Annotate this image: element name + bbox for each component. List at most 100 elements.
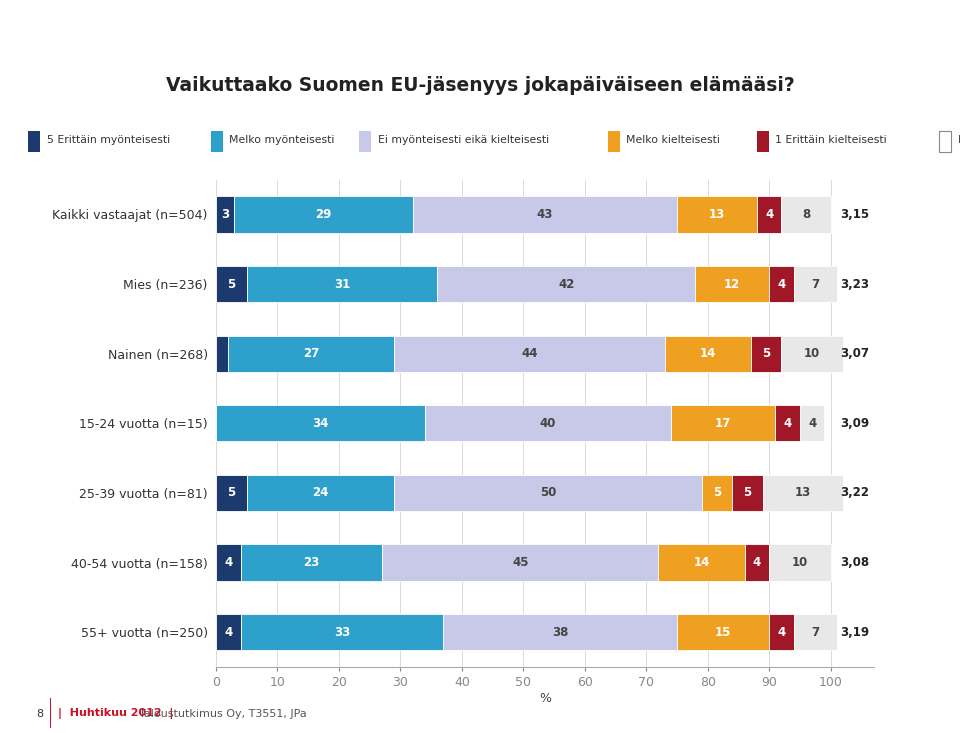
- Text: 3,08: 3,08: [840, 556, 869, 569]
- Bar: [216, 545, 241, 581]
- Bar: [781, 196, 830, 232]
- Text: 4: 4: [808, 417, 816, 430]
- Text: 5: 5: [228, 487, 235, 499]
- Text: 4: 4: [778, 626, 785, 638]
- Bar: [756, 196, 781, 232]
- Text: 23: 23: [303, 556, 320, 569]
- Text: Melko kielteisesti: Melko kielteisesti: [626, 135, 720, 145]
- Text: 13: 13: [795, 487, 811, 499]
- X-axis label: %: %: [539, 692, 551, 705]
- Bar: [776, 405, 800, 441]
- Bar: [29, 130, 40, 152]
- Text: 3,07: 3,07: [840, 347, 869, 360]
- Bar: [608, 130, 620, 152]
- Text: 8: 8: [802, 208, 810, 221]
- Text: 3,09: 3,09: [840, 417, 869, 430]
- Bar: [382, 545, 659, 581]
- Text: 4: 4: [225, 556, 232, 569]
- Text: 3,15: 3,15: [840, 208, 869, 221]
- Bar: [216, 196, 234, 232]
- Text: Taloustutkimus Oy, T3551, JPa: Taloustutkimus Oy, T3551, JPa: [139, 709, 307, 718]
- Bar: [241, 545, 382, 581]
- Bar: [210, 130, 223, 152]
- Bar: [50, 698, 52, 728]
- Text: 42: 42: [558, 278, 574, 290]
- Bar: [216, 336, 228, 372]
- Text: |  Huhtikuu 2012  |: | Huhtikuu 2012 |: [58, 708, 174, 719]
- Bar: [794, 266, 837, 302]
- Text: 4: 4: [225, 626, 232, 638]
- Text: 40: 40: [540, 417, 556, 430]
- Bar: [756, 130, 769, 152]
- Text: 3,23: 3,23: [840, 278, 869, 290]
- Bar: [763, 475, 843, 511]
- Text: 14: 14: [700, 347, 716, 360]
- Bar: [659, 545, 745, 581]
- Bar: [664, 336, 751, 372]
- Text: Vaikuttaako Suomen EU-jäsenyys jokapäiväiseen elämääsi?: Vaikuttaako Suomen EU-jäsenyys jokapäivä…: [166, 76, 794, 95]
- Text: 4: 4: [778, 278, 785, 290]
- Text: 50: 50: [540, 487, 556, 499]
- Text: 1 Erittäin kielteisesti: 1 Erittäin kielteisesti: [776, 135, 887, 145]
- Text: 31: 31: [334, 278, 350, 290]
- Bar: [437, 266, 695, 302]
- Text: 5: 5: [762, 347, 770, 360]
- Text: 5: 5: [712, 487, 721, 499]
- Text: EOS: EOS: [957, 135, 960, 145]
- Text: 27: 27: [303, 347, 320, 360]
- Bar: [939, 130, 951, 152]
- Text: 29: 29: [316, 208, 332, 221]
- Bar: [732, 475, 763, 511]
- Text: 12: 12: [724, 278, 740, 290]
- Bar: [216, 266, 247, 302]
- Bar: [702, 475, 732, 511]
- Bar: [751, 336, 781, 372]
- Bar: [425, 405, 671, 441]
- Text: 38: 38: [552, 626, 568, 638]
- Text: 13: 13: [708, 208, 725, 221]
- Bar: [677, 196, 756, 232]
- Text: 7: 7: [811, 626, 819, 638]
- Text: 7: 7: [811, 278, 819, 290]
- Text: 5: 5: [228, 278, 235, 290]
- Text: 15: 15: [715, 626, 732, 638]
- Bar: [769, 545, 830, 581]
- Bar: [234, 196, 413, 232]
- Text: 8: 8: [36, 709, 43, 718]
- Bar: [695, 266, 769, 302]
- Bar: [359, 130, 372, 152]
- Text: 24: 24: [312, 487, 328, 499]
- Bar: [800, 405, 825, 441]
- Bar: [677, 614, 769, 650]
- Text: 43: 43: [537, 208, 553, 221]
- Text: Melko myönteisesti: Melko myönteisesti: [228, 135, 334, 145]
- Bar: [671, 405, 776, 441]
- Text: 5 Erittäin myönteisesti: 5 Erittäin myönteisesti: [47, 135, 170, 145]
- Text: 14: 14: [693, 556, 709, 569]
- Bar: [247, 475, 395, 511]
- Bar: [216, 614, 241, 650]
- Bar: [781, 336, 843, 372]
- Text: 3,22: 3,22: [840, 487, 869, 499]
- Text: 4: 4: [765, 208, 773, 221]
- Bar: [769, 266, 794, 302]
- Text: 17: 17: [715, 417, 732, 430]
- Bar: [247, 266, 437, 302]
- Text: 3: 3: [221, 208, 229, 221]
- Text: 34: 34: [312, 417, 328, 430]
- Text: 45: 45: [512, 556, 528, 569]
- Bar: [444, 614, 677, 650]
- Bar: [745, 545, 769, 581]
- Bar: [769, 614, 794, 650]
- Bar: [794, 614, 837, 650]
- Text: 3,19: 3,19: [840, 626, 869, 638]
- Text: taloustutkimus oy: taloustutkimus oy: [24, 15, 237, 36]
- Text: 10: 10: [804, 347, 820, 360]
- Text: 10: 10: [792, 556, 808, 569]
- Bar: [216, 475, 247, 511]
- Text: 33: 33: [334, 626, 350, 638]
- Text: 4: 4: [783, 417, 792, 430]
- Bar: [395, 336, 664, 372]
- Bar: [395, 475, 702, 511]
- Bar: [216, 405, 425, 441]
